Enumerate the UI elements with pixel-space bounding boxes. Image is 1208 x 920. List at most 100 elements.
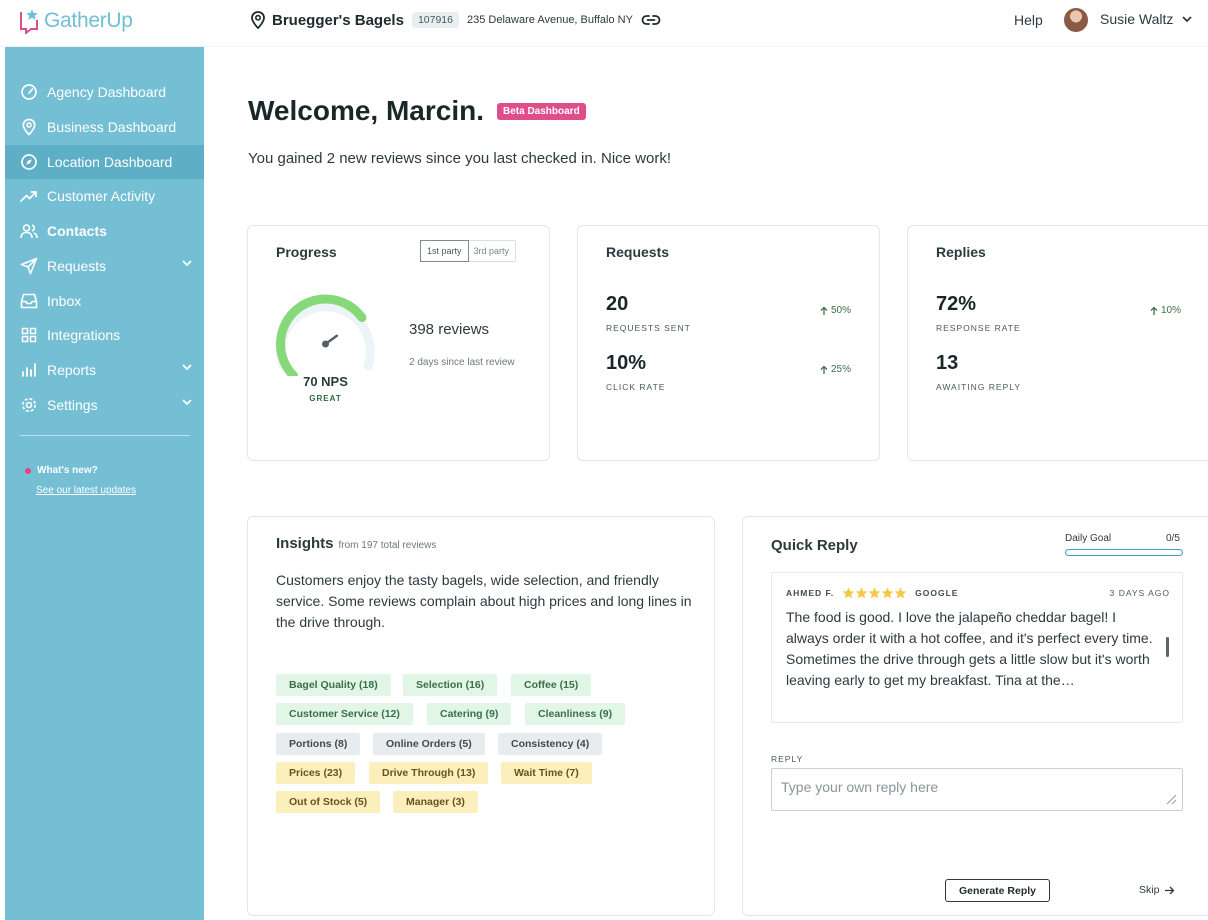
- welcome-subtitle: You gained 2 new reviews since you last …: [248, 150, 672, 167]
- response-rate-value: 72%: [936, 293, 977, 315]
- logo-icon: [20, 9, 38, 34]
- sidebar-item-location-dashboard[interactable]: Location Dashboard: [5, 145, 204, 179]
- users-icon: [20, 222, 38, 240]
- sidebar: Agency Dashboard Business Dashboard Loca…: [5, 47, 204, 920]
- sidebar-item-label: Inbox: [47, 293, 82, 309]
- sidebar-item-label: Reports: [47, 362, 97, 378]
- chevron-down-icon: [182, 260, 192, 267]
- generate-reply-button[interactable]: Generate Reply: [945, 879, 1050, 902]
- nps-score: 70 NPS: [303, 374, 348, 389]
- review-date: 3 DAYS AGO: [1109, 588, 1170, 598]
- quick-reply-card: Quick Reply Daily Goal 0/5 AHMED F. GOOG…: [742, 516, 1208, 916]
- sidebar-item-label: Contacts: [47, 223, 107, 239]
- insight-tag[interactable]: Portions (8): [276, 733, 361, 755]
- sidebar-item-inbox[interactable]: Inbox: [5, 284, 204, 318]
- inbox-icon: [20, 292, 38, 310]
- insight-tag[interactable]: Out of Stock (5): [276, 791, 381, 813]
- sidebar-item-label: Requests: [47, 258, 107, 274]
- sidebar-item-label: Business Dashboard: [47, 119, 177, 135]
- insights-subtitle: from 197 total reviews: [338, 540, 437, 551]
- resize-handle-icon[interactable]: [1165, 793, 1177, 805]
- insight-tag[interactable]: Drive Through (13): [369, 762, 489, 784]
- daily-goal-value: 0/5: [1166, 533, 1180, 544]
- insight-tag[interactable]: Selection (16): [403, 674, 498, 696]
- sidebar-item-agency-dashboard[interactable]: Agency Dashboard: [5, 75, 204, 109]
- notification-dot: [25, 467, 31, 474]
- arrow-up-icon: [1150, 306, 1158, 315]
- arrow-up-icon: [820, 306, 828, 315]
- click-rate-label: CLICK RATE: [606, 382, 666, 392]
- gatherup-logo[interactable]: GatherUp: [18, 7, 133, 35]
- insight-tag[interactable]: Cleanliness (9): [525, 703, 626, 725]
- awaiting-reply-label: AWAITING REPLY: [936, 382, 1022, 392]
- trend-icon: [20, 187, 38, 205]
- help-link[interactable]: Help: [1014, 12, 1043, 28]
- gauge-icon: [20, 83, 38, 101]
- gear-icon: [20, 396, 38, 414]
- party-toggle: 1st party 3rd party: [420, 240, 517, 262]
- nps-gauge: [276, 294, 375, 376]
- insight-tag[interactable]: Manager (3): [393, 791, 478, 813]
- chevron-down-icon: [1182, 15, 1193, 23]
- sidebar-item-settings[interactable]: Settings: [5, 388, 204, 422]
- reply-label: REPLY: [771, 754, 804, 764]
- sidebar-item-business-dashboard[interactable]: Business Dashboard: [5, 110, 204, 144]
- response-rate-label: RESPONSE RATE: [936, 323, 1021, 333]
- skip-button[interactable]: Skip: [1139, 884, 1175, 896]
- daily-goal-progress: [1065, 549, 1183, 556]
- location-id-badge: 107916: [411, 12, 459, 28]
- map-pin-icon: [20, 118, 38, 136]
- insight-tag[interactable]: Wait Time (7): [501, 762, 592, 784]
- arrow-up-icon: [820, 365, 828, 374]
- avatar[interactable]: [1064, 8, 1088, 32]
- star-icon: [881, 587, 894, 599]
- arrow-right-icon: [1165, 886, 1175, 894]
- location-address: 235 Delaware Avenue, Buffalo NY: [467, 14, 633, 26]
- progress-title: Progress: [276, 244, 337, 260]
- review-source: GOOGLE: [915, 588, 959, 598]
- quick-reply-title: Quick Reply: [771, 537, 858, 554]
- insight-tag[interactable]: Online Orders (5): [373, 733, 485, 755]
- sidebar-item-label: Location Dashboard: [47, 154, 173, 170]
- chevron-down-icon: [182, 364, 192, 371]
- bar-chart-icon: [20, 361, 38, 379]
- replies-card: Replies 72% RESPONSE RATE 10% 13 AWAITIN…: [907, 225, 1208, 461]
- location-selector[interactable]: Bruegger's Bagels 107916 235 Delaware Av…: [250, 10, 661, 30]
- sidebar-item-customer-activity[interactable]: Customer Activity: [5, 179, 204, 213]
- map-pin-icon: [251, 11, 265, 29]
- link-icon[interactable]: [641, 14, 661, 26]
- insights-summary: Customers enjoy the tasty bagels, wide s…: [276, 572, 692, 630]
- whats-new-label: What's new?: [25, 465, 98, 476]
- sidebar-item-reports[interactable]: Reports: [5, 353, 204, 387]
- beta-badge: Beta Dashboard: [497, 103, 586, 120]
- sidebar-item-contacts[interactable]: Contacts: [5, 214, 204, 248]
- insight-tag[interactable]: Catering (9): [427, 703, 512, 725]
- insight-tag[interactable]: Customer Service (12): [276, 703, 413, 725]
- gauge-hub: [322, 340, 329, 348]
- insights-title: Insights: [276, 535, 334, 552]
- star-icon: [855, 587, 868, 599]
- logo-text: GatherUp: [44, 9, 133, 32]
- latest-updates-link[interactable]: See our latest updates: [36, 485, 137, 496]
- user-menu[interactable]: Susie Waltz: [1100, 11, 1193, 27]
- insight-tag[interactable]: Prices (23): [276, 762, 356, 784]
- sidebar-divider: [20, 435, 190, 436]
- toggle-first-party[interactable]: 1st party: [420, 240, 469, 262]
- sidebar-item-label: Integrations: [47, 327, 121, 343]
- location-name: Bruegger's Bagels: [272, 11, 404, 29]
- requests-sent-change: 50%: [820, 305, 851, 316]
- insights-header: Insights from 197 total reviews: [276, 535, 436, 552]
- insight-tag[interactable]: Bagel Quality (18): [276, 674, 391, 696]
- sidebar-item-integrations[interactable]: Integrations: [5, 318, 204, 352]
- sidebar-item-requests[interactable]: Requests: [5, 249, 204, 283]
- replies-title: Replies: [936, 244, 986, 260]
- toggle-third-party[interactable]: 3rd party: [473, 246, 510, 256]
- reply-input[interactable]: [771, 768, 1183, 811]
- insight-tag[interactable]: Coffee (15): [511, 674, 592, 696]
- insight-tag[interactable]: Consistency (4): [498, 733, 603, 755]
- star-icon: [868, 587, 881, 599]
- user-name: Susie Waltz: [1100, 11, 1174, 27]
- review-scrollbar[interactable]: [1166, 637, 1169, 657]
- click-rate-value: 10%: [606, 352, 647, 374]
- sidebar-item-label: Settings: [47, 397, 98, 413]
